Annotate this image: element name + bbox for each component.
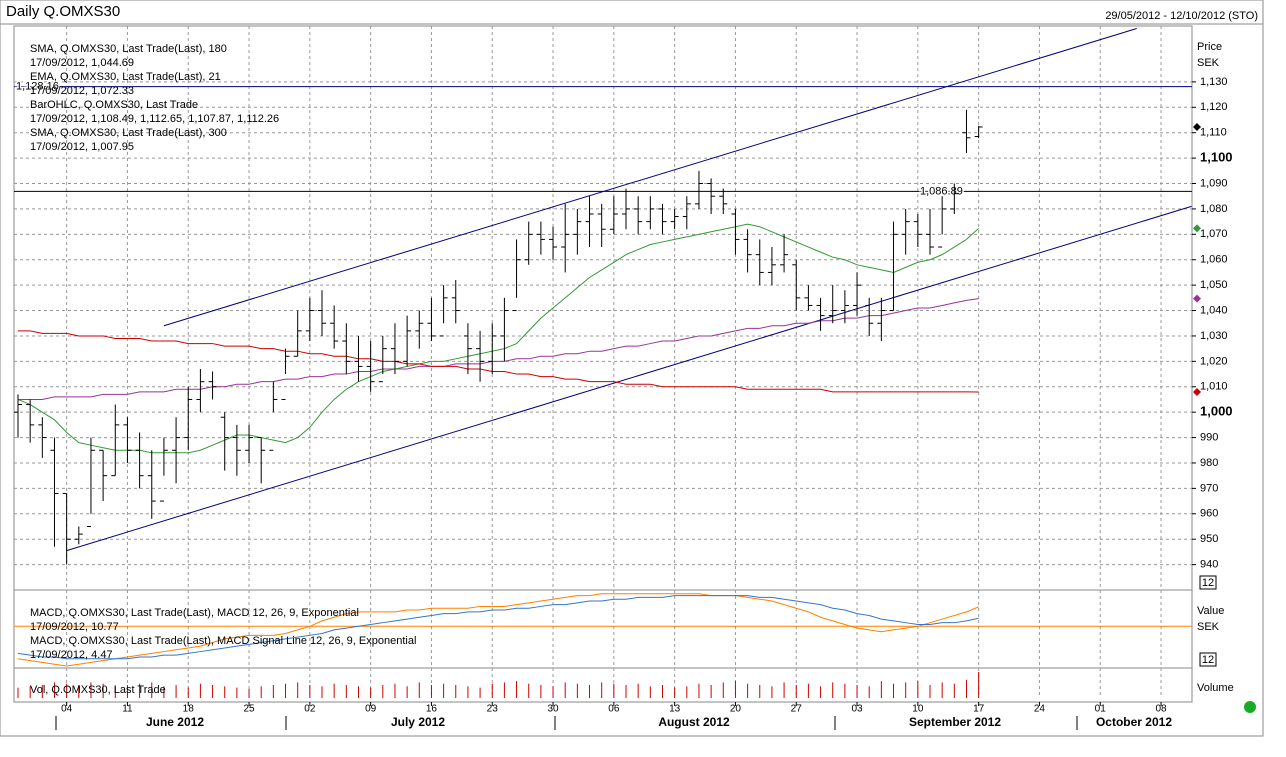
x-tick-label: 11 xyxy=(122,704,133,715)
x-tick-label: 18 xyxy=(183,704,195,715)
y-tick-label: 1,040 xyxy=(1200,304,1228,316)
y-tick-label: 960 xyxy=(1200,508,1218,520)
y-tick-label: 1,050 xyxy=(1200,279,1228,291)
y-tick-label: 1,030 xyxy=(1200,330,1228,342)
badge xyxy=(1199,575,1217,590)
axis-label: SEK xyxy=(1197,621,1220,633)
x-tick-label: 20 xyxy=(730,704,742,715)
legend-value: 17/09/2012, 4.47 xyxy=(30,649,113,661)
y-tick-label: 1,100 xyxy=(1200,150,1233,165)
x-tick-label: 16 xyxy=(426,704,438,715)
y-tick-label: 970 xyxy=(1200,482,1218,494)
trend-line xyxy=(66,205,1192,552)
last-value-marker xyxy=(1193,387,1201,396)
month-label: July 2012 xyxy=(391,715,445,729)
legend-name: SMA, Q.OMXS30, Last Trade(Last), 300 xyxy=(30,127,227,139)
month-label: August 2012 xyxy=(658,715,730,729)
legend-name: SMA, Q.OMXS30, Last Trade(Last), 180 xyxy=(30,43,227,55)
status-light xyxy=(1244,701,1256,713)
badge-label: 12 xyxy=(1202,577,1214,589)
horizontal-line-label: 1,128.16 xyxy=(16,80,59,92)
x-tick-label: 13 xyxy=(669,704,681,715)
y-tick-label: 1,120 xyxy=(1200,101,1228,113)
axis-label: Value xyxy=(1197,605,1224,617)
last-value-marker xyxy=(1193,224,1201,233)
axis-label: Price xyxy=(1197,41,1222,53)
legend-value: 17/09/2012, 1,044.69 xyxy=(30,57,134,69)
axis-label: Volume xyxy=(1197,682,1234,694)
x-tick-label: 01 xyxy=(1095,704,1107,715)
legend-value: 17/09/2012, 1,108.49, 1,112.65, 1,107.87… xyxy=(30,113,279,125)
legend-name: BarOHLC, Q.OMXS30, Last Trade xyxy=(30,99,198,111)
x-tick-label: 03 xyxy=(851,704,863,715)
badge xyxy=(1199,652,1217,667)
x-tick-label: 23 xyxy=(487,704,499,715)
x-tick-label: 08 xyxy=(1155,704,1167,715)
badge-label: 12 xyxy=(1202,654,1214,666)
y-tick-label: 1,010 xyxy=(1200,381,1228,393)
y-tick-label: 1,090 xyxy=(1200,177,1228,189)
y-tick-label: 1,080 xyxy=(1200,203,1228,215)
x-tick-label: 04 xyxy=(61,704,73,715)
y-tick-label: 1,060 xyxy=(1200,254,1228,266)
month-label: October 2012 xyxy=(1096,715,1172,729)
x-tick-label: 27 xyxy=(791,704,803,715)
y-tick-label: 1,020 xyxy=(1200,355,1228,367)
month-label: June 2012 xyxy=(146,715,204,729)
y-tick-label: 1,110 xyxy=(1200,127,1227,139)
month-label: September 2012 xyxy=(909,715,1001,729)
y-tick-label: 980 xyxy=(1200,457,1218,469)
trend-line xyxy=(163,28,1137,327)
y-tick-label: 1,070 xyxy=(1200,228,1228,240)
macd-line xyxy=(17,593,979,667)
axis-label: SEK xyxy=(1197,57,1220,69)
last-value-marker xyxy=(1193,122,1201,131)
x-tick-label: 24 xyxy=(1034,704,1046,715)
x-tick-label: 06 xyxy=(608,704,620,715)
x-tick-label: 25 xyxy=(243,704,255,715)
legend-value: 17/09/2012, 1,007.95 xyxy=(30,141,134,153)
y-tick-label: 940 xyxy=(1200,559,1218,571)
y-tick-label: 950 xyxy=(1200,533,1218,545)
moving-average xyxy=(18,330,979,393)
date-range: 29/05/2012 - 12/10/2012 (STO) xyxy=(1105,10,1258,22)
horizontal-line-label: 1,086.89 xyxy=(920,185,963,197)
legend-name: MACD, Q.OMXS30, Last Trade(Last), MACD 1… xyxy=(30,607,359,619)
y-tick-label: 1,130 xyxy=(1200,76,1228,88)
legend-value: 17/09/2012, 10.77 xyxy=(30,621,119,633)
moving-average xyxy=(18,298,979,400)
legend-value: 17/09/2012, 1,072.33 xyxy=(30,85,134,97)
x-tick-label: 02 xyxy=(304,704,316,715)
x-tick-label: 09 xyxy=(365,704,377,715)
macd-line xyxy=(17,595,979,660)
plot-frame xyxy=(13,25,1193,703)
frame xyxy=(0,0,1264,737)
legend-name: EMA, Q.OMXS30, Last Trade(Last), 21 xyxy=(30,71,221,83)
legend-name: MACD, Q.OMXS30, Last Trade(Last), MACD S… xyxy=(30,635,416,647)
x-tick-label: 10 xyxy=(912,704,924,715)
legend-name: Vol, Q.OMXS30, Last Trade xyxy=(30,684,166,696)
y-tick-label: 1,000 xyxy=(1200,404,1233,419)
last-value-marker xyxy=(1193,294,1201,303)
y-tick-label: 990 xyxy=(1200,431,1218,443)
chart-title: Daily Q.OMXS30 xyxy=(6,3,120,20)
x-tick-label: 17 xyxy=(973,704,985,715)
moving-average xyxy=(17,223,979,454)
x-tick-label: 30 xyxy=(547,704,559,715)
